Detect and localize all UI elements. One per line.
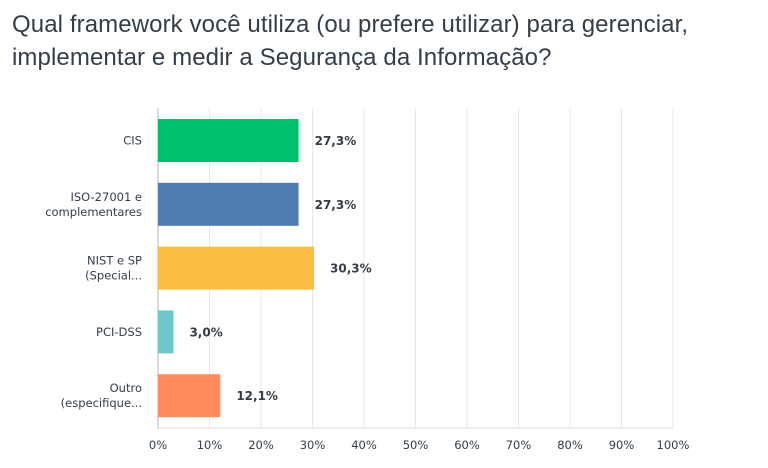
x-tick-label: 80% bbox=[557, 438, 583, 452]
category-label: (Special... bbox=[85, 269, 142, 283]
data-label: 27,3% bbox=[315, 198, 357, 212]
x-tick-label: 30% bbox=[300, 438, 326, 452]
x-tick-label: 50% bbox=[403, 438, 429, 452]
x-tick-label: 20% bbox=[248, 438, 274, 452]
x-tick-label: 60% bbox=[454, 438, 480, 452]
category-label: NIST e SP bbox=[87, 254, 142, 268]
x-tick-label: 40% bbox=[351, 438, 377, 452]
x-tick-label: 0% bbox=[149, 438, 167, 452]
data-label: 30,3% bbox=[330, 262, 372, 276]
category-label: (especifique... bbox=[61, 396, 142, 410]
category-label: PCI-DSS bbox=[96, 325, 142, 339]
bar bbox=[158, 310, 174, 354]
x-tick-label: 90% bbox=[609, 438, 635, 452]
category-label: Outro bbox=[110, 381, 142, 395]
bar bbox=[158, 374, 221, 418]
category-label: CIS bbox=[123, 134, 142, 148]
x-tick-label: 10% bbox=[197, 438, 223, 452]
bar bbox=[158, 246, 315, 290]
bar bbox=[158, 182, 299, 226]
x-tick-label: 70% bbox=[506, 438, 532, 452]
category-label: ISO-27001 e bbox=[70, 190, 142, 204]
chart-title: Qual framework você utiliza (ou prefere … bbox=[12, 11, 689, 71]
data-label: 12,1% bbox=[236, 389, 278, 403]
data-label: 27,3% bbox=[315, 134, 357, 148]
category-label: complementares bbox=[45, 205, 142, 219]
data-label: 3,0% bbox=[189, 325, 222, 339]
x-tick-label: 100% bbox=[657, 438, 690, 452]
bar bbox=[158, 119, 299, 162]
